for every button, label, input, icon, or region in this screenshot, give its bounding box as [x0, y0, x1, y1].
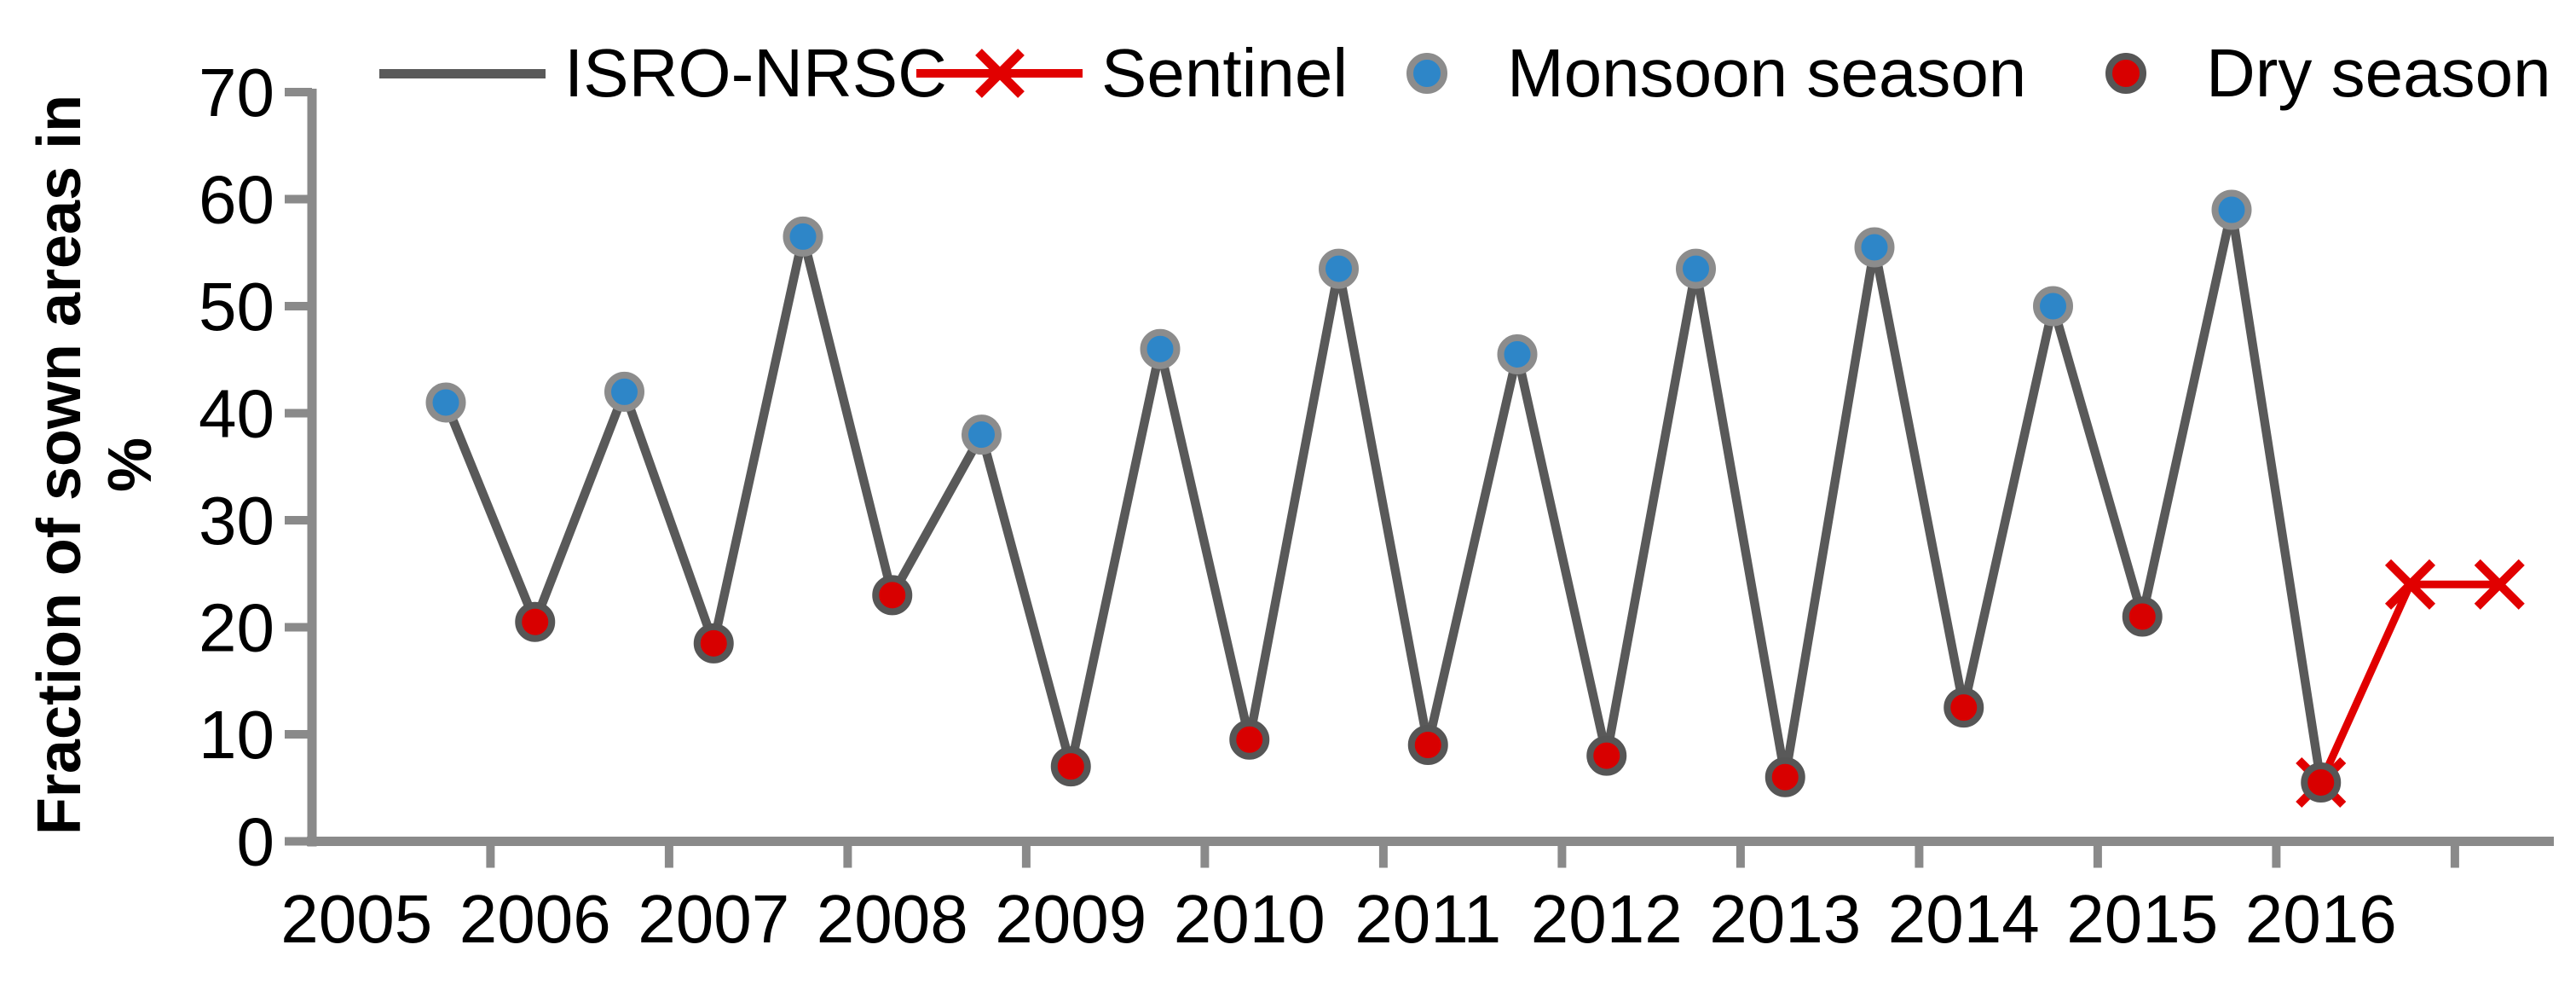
x-tick-label: 2010 [1174, 881, 1326, 957]
sentinel-line [2317, 580, 2500, 785]
data-point [515, 601, 556, 642]
data-point [1676, 248, 1716, 289]
dry-season-points [515, 575, 2342, 803]
x-tick-label: 2011 [1354, 881, 1501, 957]
data-point [2033, 286, 2073, 327]
x-tick-label: 2009 [995, 881, 1146, 957]
dry-dot-icon [2105, 53, 2146, 94]
data-point [1407, 725, 1448, 766]
data-point [2122, 596, 2163, 637]
x-tick-label: 2012 [1531, 881, 1683, 957]
legend-item-dry-season: Dry season [2105, 35, 2551, 112]
x-tick-label: 2005 [280, 881, 432, 957]
y-tick-label: 20 [199, 590, 274, 666]
legend-item-monsoon-season: Monsoon season [1406, 35, 2026, 112]
data-point [1319, 248, 1359, 289]
legend-label-isro-nrsc: ISRO-NRSC [564, 35, 947, 111]
legend-label-monsoon-season: Monsoon season [1507, 35, 2027, 111]
y-tick-label: 60 [199, 162, 274, 238]
legend-item-sentinel: Sentinel [916, 35, 1348, 112]
data-point [1497, 333, 1538, 374]
sentinel-line-sample [916, 49, 1083, 98]
x-tick-label: 2008 [817, 881, 968, 957]
data-point [1050, 746, 1091, 787]
data-point [962, 414, 1002, 455]
monsoon-dot-icon [1406, 53, 1447, 94]
data-point [693, 623, 734, 664]
data-point [2211, 189, 2252, 230]
legend-label-sentinel: Sentinel [1101, 35, 1349, 111]
y-tick-label: 0 [237, 804, 275, 880]
y-axis-ticks: 0 10 20 30 40 50 60 70 [199, 55, 312, 880]
monsoon-season-points [425, 189, 2252, 455]
data-point [872, 575, 913, 616]
x-tick-label: 2015 [2066, 881, 2218, 957]
data-point [1140, 328, 1181, 369]
x-tick-label: 2006 [459, 881, 611, 957]
x-axis-ticks: 2005 2006 2007 2008 2009 2010 2011 2012 2013 2014… [280, 841, 2459, 957]
y-tick-label: 30 [199, 483, 274, 559]
isro-line-sample [379, 68, 546, 78]
x-tick-label: 2014 [1888, 881, 2040, 957]
y-tick-label: 50 [199, 269, 274, 345]
x-tick-label: 2007 [638, 881, 789, 957]
data-point [604, 371, 644, 412]
legend-item-isro-nrsc: ISRO-NRSC [379, 35, 947, 112]
data-point [1854, 227, 1895, 268]
x-tick-label: 2013 [1709, 881, 1861, 957]
data-point [783, 216, 823, 257]
x-tick-label: 2016 [2245, 881, 2397, 957]
y-tick-label: 70 [199, 55, 274, 130]
data-point [2301, 762, 2342, 803]
x-marker-icon [974, 49, 1025, 98]
data-point [1586, 735, 1627, 776]
legend-label-dry-season: Dry season [2206, 35, 2551, 111]
y-tick-label: 10 [199, 697, 274, 773]
data-point [425, 382, 466, 423]
y-tick-label: 40 [199, 376, 274, 452]
axes [307, 89, 2554, 847]
data-point [1765, 756, 1805, 797]
data-point [1229, 719, 1270, 760]
isro-nrsc-line [441, 205, 2325, 787]
data-point [1944, 687, 1984, 728]
